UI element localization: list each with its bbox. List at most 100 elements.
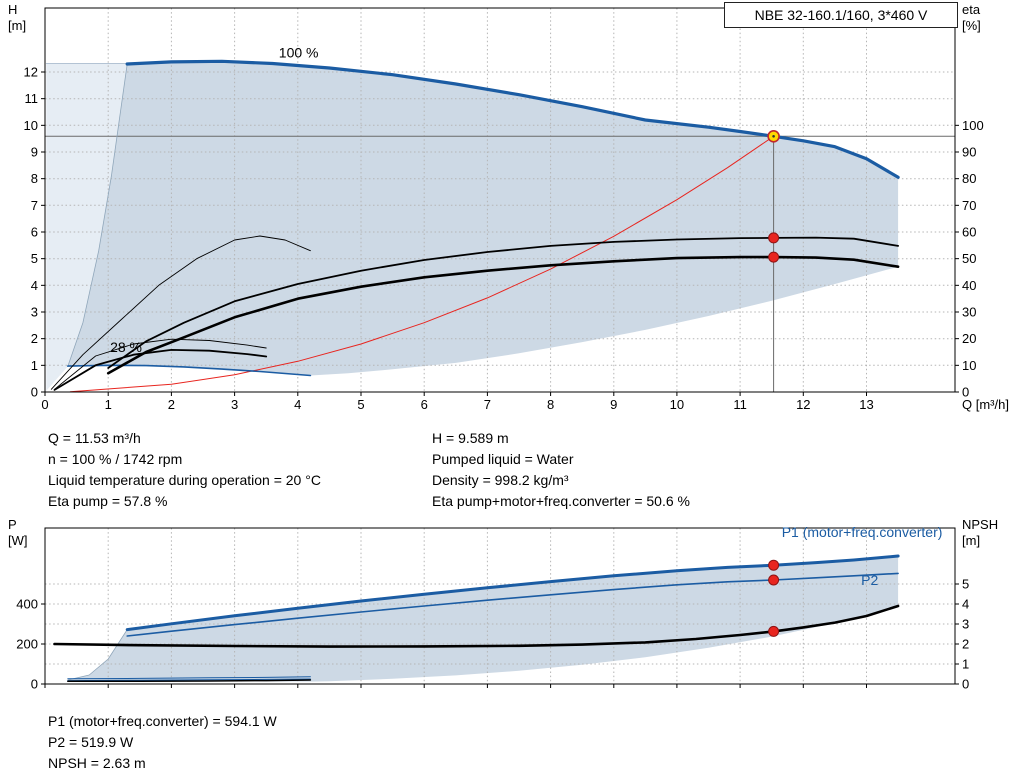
p2-min-speed-curve (67, 678, 311, 682)
control-curve-curve (69, 135, 775, 393)
x-tick-label: 2 (168, 397, 175, 412)
result-liquid: Pumped liquid = Water (432, 451, 574, 467)
p2-curve (126, 572, 899, 637)
p2-curve-label: P2 (861, 572, 878, 588)
x-tick-label: 13 (859, 397, 873, 412)
head-flow-chart: 0 1 2 3 4 5 6 7 8 9 10 11 12 13 Q [m³/h]01234567891011… (8, 2, 1009, 412)
y-left-axis-label: [m] (8, 18, 26, 33)
x-tick-label: 12 (796, 397, 810, 412)
y-right-axis-label: eta (962, 2, 981, 17)
result-npsh: NPSH = 2.63 m (48, 755, 146, 771)
eta-pump-curve (107, 236, 899, 369)
result-liquid-temp: Liquid temperature during operation = 20… (48, 472, 321, 488)
x-tick-label: 8 (547, 397, 554, 412)
y-right-tick-label: 0 (962, 385, 969, 400)
y-left-tick-label: 8 (31, 171, 38, 186)
y-right-tick-label: 90 (962, 145, 976, 160)
result-density: Density = 998.2 kg/m³ (432, 472, 569, 488)
y-left-tick-label: 200 (16, 637, 38, 652)
y-right-tick-label: 20 (962, 331, 976, 346)
result-point-marker (768, 574, 780, 586)
result-point-marker (768, 232, 780, 244)
y-left-tick-label: 0 (31, 677, 38, 692)
y-left-tick-label: 1 (31, 358, 38, 373)
pump-curve-100pct-curve (125, 59, 900, 179)
p1-curve (125, 554, 900, 632)
x-tick-label: 7 (484, 397, 491, 412)
y-right-tick-label: 5 (962, 577, 969, 592)
y-right-tick-label: 70 (962, 198, 976, 213)
y-right-tick-label: 3 (962, 617, 969, 632)
low-flow-region (46, 63, 128, 391)
y-left-tick-label: 4 (31, 278, 38, 293)
pump-curve-28pct-curve (67, 364, 312, 377)
y-left-tick-label: 3 (31, 305, 38, 320)
result-flow: Q = 11.53 m³/h (48, 430, 141, 446)
y-right-tick-label: 10 (962, 358, 976, 373)
power-result-panel: P1 (motor+freq.converter) = 594.1 W P2 =… (0, 705, 1024, 774)
duty-point-center (772, 135, 775, 138)
y-right-tick-label: 2 (962, 637, 969, 652)
x-tick-label: 1 (105, 397, 112, 412)
y-right-tick-label: 50 (962, 251, 976, 266)
y-right-tick-label: 40 (962, 278, 976, 293)
result-speed: n = 100 % / 1742 rpm (48, 451, 183, 467)
y-right-tick-label: 0 (962, 677, 969, 692)
y-right-tick-label: 100 (962, 118, 984, 133)
y-left-axis-label: P (8, 517, 17, 532)
speed-label-100pct: 100 % (279, 44, 319, 60)
y-right-tick-label: 4 (962, 597, 969, 612)
p1-curve-label: P1 (motor+freq.converter) (782, 524, 943, 540)
result-eta-pump: Eta pump = 57.8 % (48, 493, 168, 509)
y-right-tick-label: 60 (962, 225, 976, 240)
y-right-tick-label: 80 (962, 171, 976, 186)
y-left-tick-label: 0 (31, 385, 38, 400)
eta-28pct-thick-curve (53, 349, 268, 391)
x-tick-label: 10 (670, 397, 684, 412)
y-left-tick-label: 12 (24, 65, 38, 80)
y-right-axis-label: [%] (962, 18, 981, 33)
eta-total-curve (106, 255, 900, 375)
power-envelope (67, 556, 899, 682)
result-eta-total: Eta pump+motor+freq.converter = 50.6 % (432, 493, 690, 509)
x-tick-label: 6 (421, 397, 428, 412)
y-right-axis-label: NPSH (962, 517, 998, 532)
pump-model-title: NBE 32-160.1/160, 3*460 V (724, 2, 958, 28)
result-head: H = 9.589 m (432, 430, 509, 446)
plot-frame (44, 527, 956, 685)
y-left-axis-label: [W] (8, 533, 28, 548)
plot-frame (44, 7, 956, 393)
result-p1: P1 (motor+freq.converter) = 594.1 W (48, 713, 277, 729)
y-left-tick-label: 5 (31, 251, 38, 266)
x-tick-label: 11 (733, 397, 747, 412)
x-axis-label: Q [m³/h] (962, 397, 1009, 412)
y-left-tick-label: 7 (31, 198, 38, 213)
duty-result-panel: Q = 11.53 m³/h n = 100 % / 1742 rpm Liqu… (0, 420, 1024, 515)
duty-envelope (67, 61, 899, 376)
y-left-axis-label: H (8, 2, 17, 17)
y-left-tick-label: 11 (25, 91, 39, 106)
y-left-tick-label: 400 (16, 597, 38, 612)
y-left-tick-label: 6 (31, 225, 38, 240)
x-tick-label: 9 (610, 397, 617, 412)
y-left-tick-label: 9 (31, 145, 38, 160)
y-left-tick-label: 10 (24, 118, 38, 133)
eta-28pct-thin-curve (54, 338, 267, 390)
speed-label-28pct: 28 % (110, 339, 142, 355)
y-left-tick-label: 2 (31, 331, 38, 346)
eta-boundary-thin-curve (50, 235, 311, 390)
result-p2: P2 = 519.9 W (48, 734, 134, 750)
y-right-axis-label: [m] (962, 533, 980, 548)
y-right-tick-label: 1 (962, 657, 969, 672)
power-npsh-chart: 0 200 400 0 1 2 3 4 5 P[W] NPSH[m] P1 (motor+freq.c… (8, 517, 998, 692)
x-tick-label: 0 (41, 397, 48, 412)
x-tick-label: 4 (294, 397, 301, 412)
npsh-curve (53, 604, 900, 648)
result-point-marker (768, 559, 780, 571)
x-tick-label: 5 (357, 397, 364, 412)
result-point-marker (768, 625, 780, 637)
result-point-marker (768, 251, 780, 263)
p1-min-speed-curve (67, 676, 311, 680)
envelope-left-edge-curve (67, 63, 128, 367)
y-right-tick-label: 30 (962, 305, 976, 320)
